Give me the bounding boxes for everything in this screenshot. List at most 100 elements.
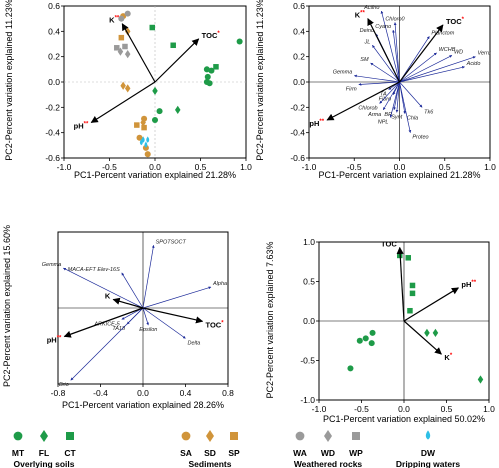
x-axis-label: PC1-Percent variation explained 28.26% xyxy=(62,400,224,410)
bio-vector-label: Synt xyxy=(391,114,402,120)
bio-vector-arrow xyxy=(372,45,400,83)
bio-vector-label: Verru xyxy=(478,51,491,57)
legend-code: DW xyxy=(421,448,436,458)
sample-point-ct xyxy=(170,42,176,49)
sample-point-sa xyxy=(136,134,143,141)
legend-code: CT xyxy=(64,448,76,458)
bio-vector-label: JL xyxy=(364,39,371,45)
sample-point-ct xyxy=(405,255,411,261)
env-vector-arrow xyxy=(154,38,200,83)
x-tick-label: 0.4 xyxy=(180,388,192,398)
y-tick-label: 0.6 xyxy=(48,1,60,11)
env-vector-arrow xyxy=(396,246,405,322)
env-vector-arrow xyxy=(399,24,444,83)
env-vector-arrow xyxy=(63,307,144,338)
pca-panel-2: -1.0 -0.5 0.0 0.5 1.0 -0.6 -0.4 -0.2 0.0 0.2 0.4 0.… xyxy=(255,0,496,180)
legend-marker-mt xyxy=(13,431,23,441)
legend-marker-dw xyxy=(425,430,431,440)
env-vector-arrow xyxy=(367,18,401,83)
pca-panel-3: -0.8 -0.4 0.0 0.4 0.8 PC1-Percent variation e… xyxy=(2,225,234,410)
sample-point-ct xyxy=(213,64,219,70)
env-vector-label: pH** xyxy=(461,280,476,289)
x-tick-label: 0.0 xyxy=(394,162,406,172)
y-tick-label: 0.0 xyxy=(303,316,315,326)
env-vector-arrow xyxy=(121,23,156,83)
legend-code: MT xyxy=(12,448,25,458)
y-tick-label: -0.2 xyxy=(290,102,305,112)
y-tick-label: 0.5 xyxy=(303,277,315,287)
sample-point-fl xyxy=(175,105,181,114)
sample-point-dw xyxy=(139,138,143,146)
y-tick-label: 0.4 xyxy=(48,26,60,36)
bio-vector-arrow xyxy=(142,245,155,309)
env-vector-label: TOC xyxy=(381,240,397,249)
y-tick-label: 0.0 xyxy=(293,77,305,87)
legend-code: WA xyxy=(293,448,307,458)
y-axis-label: PC2-Percent variation explained 15.60% xyxy=(2,225,12,387)
legend-marker-wd xyxy=(324,430,332,442)
legend-code: SP xyxy=(228,448,240,458)
x-tick-label: -0.8 xyxy=(51,388,66,398)
bio-vector-arrow xyxy=(399,36,430,83)
sample-point-ct xyxy=(407,307,413,314)
bio-vector-label: Gemma xyxy=(42,262,62,268)
x-tick-label: -0.5 xyxy=(354,404,369,414)
sample-point-mt xyxy=(347,365,354,372)
env-vector-label: pH** xyxy=(309,119,324,128)
bio-vector-label: Firm xyxy=(346,87,357,93)
y-tick-label: 0.6 xyxy=(293,1,305,11)
bio-vector-label: Alpha xyxy=(212,281,227,287)
bio-vector-arrow xyxy=(353,74,400,83)
bio-vector-label: NPL xyxy=(378,119,389,125)
pca-panel-1: -1.0 -0.5 0.0 0.5 1.0 -0.6 -0.4 -0.2 0.0 0.2 0.4 0.… xyxy=(4,0,252,180)
env-vector-arrow xyxy=(90,81,156,124)
env-vector-arrow xyxy=(326,81,400,121)
bio-vector-arrow xyxy=(142,286,212,309)
y-tick-label: 0.4 xyxy=(293,26,305,36)
bio-vector-arrow xyxy=(389,81,400,118)
bio-vector-arrow xyxy=(121,272,144,309)
sample-point-mt xyxy=(156,108,163,115)
bio-vector-arrow xyxy=(399,55,453,83)
env-vector-label: TOC* xyxy=(206,320,225,329)
bio-vector-label: Cyano xyxy=(375,24,391,30)
bio-vector-label: SM xyxy=(360,57,369,63)
sample-point-dw xyxy=(144,141,148,148)
sample-point-mt xyxy=(236,38,243,45)
bio-vector-label: Delta xyxy=(188,340,201,346)
env-vector-label: K** xyxy=(109,16,120,25)
bio-vector-label: Chlorob xyxy=(358,106,377,112)
bio-vector-arrow xyxy=(142,307,186,339)
pca-panel-4: -1.0 -0.5 0.0 0.5 1.0-1.0-0.50.00.51.0PC1-Pe… xyxy=(265,237,495,424)
bio-vector-label: ARKICE-5 xyxy=(93,321,120,327)
x-axis-label: PC1-Percent variation explained 50.02% xyxy=(323,414,485,424)
y-tick-label: -0.2 xyxy=(45,102,60,112)
x-tick-label: 1.0 xyxy=(484,162,496,172)
x-tick-label: -0.4 xyxy=(93,388,108,398)
y-tick-label: 0.2 xyxy=(293,52,305,62)
y-tick-label: -0.6 xyxy=(290,153,305,163)
y-tick-label: -0.6 xyxy=(45,153,60,163)
sample-point-sd xyxy=(124,84,131,93)
sample-point-fl xyxy=(477,375,484,384)
env-vector-label: TOC* xyxy=(446,17,465,26)
sample-point-wp xyxy=(114,45,120,51)
sample-point-fl xyxy=(432,328,439,337)
y-tick-label: 0.0 xyxy=(48,77,60,87)
env-vector-label: K** xyxy=(355,11,366,20)
bio-vector-arrow xyxy=(370,62,400,83)
sample-point-mt xyxy=(368,340,375,347)
bio-vector-arrow xyxy=(379,81,400,104)
x-tick-label: -0.5 xyxy=(347,162,362,172)
env-vector-label: K xyxy=(105,291,111,300)
bio-vector-label: Proteo xyxy=(412,135,428,141)
bio-vector-label: Gemma xyxy=(333,70,353,76)
sample-point-mt xyxy=(203,66,210,73)
env-vector-label: K* xyxy=(444,353,452,362)
bio-vector-arrow xyxy=(382,81,400,111)
x-tick-label: 0.8 xyxy=(222,388,234,398)
bio-vector-label: MACA-EFT Elev-16S xyxy=(68,267,120,273)
legend-marker-ct xyxy=(66,432,74,440)
sample-point-sp xyxy=(118,34,125,41)
